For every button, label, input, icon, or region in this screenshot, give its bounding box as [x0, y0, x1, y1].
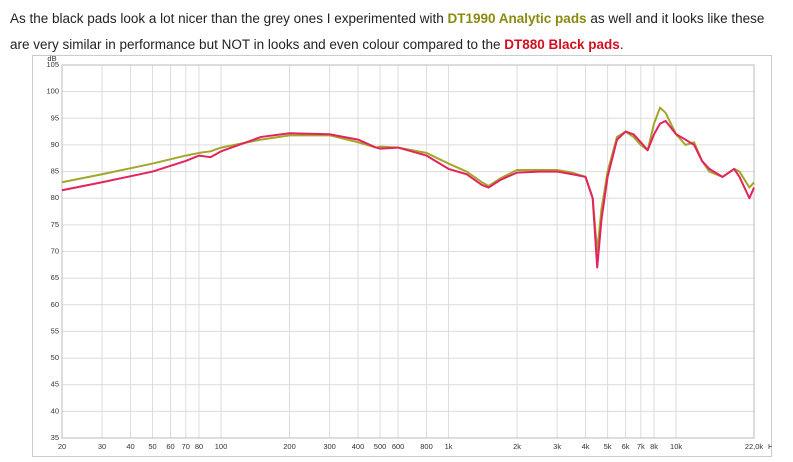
text-line: As the black pads look a lot nicer than … — [10, 6, 764, 32]
y-tick-label: 65 — [51, 273, 59, 282]
x-tick-label: 22,0k — [745, 442, 764, 451]
post-text: As the black pads look a lot nicer than … — [10, 6, 764, 58]
y-tick-label: 95 — [51, 113, 59, 122]
x-tick-label: 20 — [58, 442, 66, 451]
y-tick-label: 105 — [46, 60, 59, 69]
plot-frame — [61, 64, 755, 439]
chart-frame — [32, 55, 772, 457]
highlight: DT1990 Analytic pads — [447, 11, 587, 26]
y-tick-label: 60 — [51, 300, 59, 309]
y-tick-label: 45 — [51, 380, 59, 389]
text: are very similar in performance but NOT … — [10, 37, 501, 52]
x-tick-label: 500 — [374, 442, 387, 451]
y-tick-label: 35 — [51, 433, 59, 442]
x-tick-label: 10k — [670, 442, 682, 451]
series-line — [61, 106, 755, 253]
x-tick-label: 300 — [323, 442, 336, 451]
x-tick-label: 2k — [513, 442, 521, 451]
x-tick-label: 5k — [604, 442, 612, 451]
highlight: DT880 Black pads — [504, 37, 620, 52]
y-tick-label: 70 — [51, 246, 59, 255]
x-tick-label: 100 — [215, 442, 228, 451]
x-tick-label: 7k — [637, 442, 645, 451]
x-axis-unit: Hz — [768, 442, 772, 451]
text: . — [619, 37, 624, 52]
x-tick-label: 40 — [126, 442, 134, 451]
y-tick-label: 85 — [51, 167, 59, 176]
y-tick-label: 55 — [51, 326, 59, 335]
x-tick-label: 600 — [392, 442, 405, 451]
y-tick-label: 50 — [51, 353, 59, 362]
x-tick-label: 6k — [622, 442, 630, 451]
x-tick-label: 8k — [650, 442, 658, 451]
x-tick-label: 1k — [445, 442, 453, 451]
text: as well and it looks like these — [590, 11, 765, 26]
x-tick-label: 60 — [166, 442, 174, 451]
y-axis-label: dB — [47, 55, 56, 63]
text-line: are very similar in performance but NOT … — [10, 32, 764, 58]
y-tick-label: 100 — [46, 87, 59, 96]
x-tick-label: 200 — [283, 442, 296, 451]
x-tick-label: 400 — [352, 442, 365, 451]
y-tick-label: 75 — [51, 220, 59, 229]
x-tick-label: 800 — [420, 442, 433, 451]
y-tick-label: 40 — [51, 406, 59, 415]
series-line — [61, 119, 755, 269]
y-tick-label: 90 — [51, 140, 59, 149]
x-tick-label: 3k — [553, 442, 561, 451]
x-tick-label: 80 — [195, 442, 203, 451]
text: As the black pads look a lot nicer than … — [10, 11, 444, 26]
x-tick-label: 70 — [182, 442, 190, 451]
y-tick-label: 80 — [51, 193, 59, 202]
x-tick-label: 30 — [98, 442, 106, 451]
chart: dB 35 40 45 50 55 60 65 70 75 80 85 90 95 100 105 20 30 4… — [32, 55, 772, 457]
x-tick-label: 4k — [582, 442, 590, 451]
x-tick-label: 50 — [148, 442, 156, 451]
